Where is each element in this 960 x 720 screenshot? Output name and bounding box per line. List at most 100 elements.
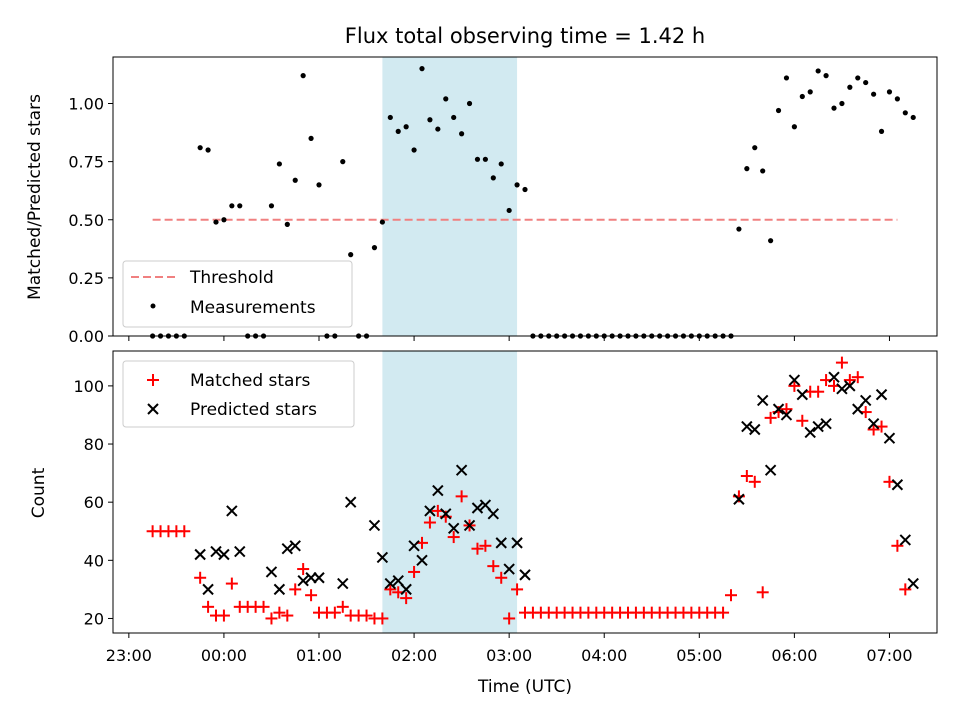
matched-star-marker xyxy=(194,571,207,584)
matched-star-marker xyxy=(503,612,516,625)
bottom-y-ticks: 20 40 60 80 100 xyxy=(73,377,113,628)
bottom-y-tick-label: 40 xyxy=(84,551,104,570)
top-y-tick-label: 1.00 xyxy=(68,95,104,114)
predicted-star-marker xyxy=(218,548,230,561)
predicted-star-marker xyxy=(836,383,848,395)
measurement-point xyxy=(752,145,758,151)
measurement-point xyxy=(799,93,805,100)
predicted-star-marker xyxy=(463,519,476,532)
measurement-point xyxy=(910,114,916,121)
bottom-shaded-region xyxy=(382,351,518,633)
matched-star-marker xyxy=(400,592,413,605)
matched-star-marker xyxy=(328,606,341,619)
legend-matched-swatch xyxy=(147,374,159,386)
measurement-point xyxy=(395,128,401,134)
x-tick-label: 03:00 xyxy=(486,646,532,665)
matched-star-marker xyxy=(384,583,397,596)
top-y-tick-label: 0.00 xyxy=(68,327,104,346)
matched-star-marker xyxy=(257,600,270,613)
measurement-point xyxy=(229,203,235,209)
measurement-point xyxy=(878,128,885,134)
predicted-star-marker xyxy=(764,464,777,476)
measurement-point xyxy=(894,96,900,102)
predicted-star-marker xyxy=(511,537,523,549)
matched-star-marker xyxy=(780,403,793,416)
measurement-point xyxy=(863,79,869,86)
predicted-star-marker xyxy=(891,479,904,491)
measurement-point xyxy=(744,166,750,172)
matched-star-marker xyxy=(408,565,421,578)
measurement-point xyxy=(506,207,512,214)
predicted-star-marker xyxy=(447,522,460,535)
top-y-ticks: 0.00 0.25 0.50 0.75 1.00 xyxy=(68,95,113,346)
measurement-point xyxy=(276,161,282,167)
predicted-star-marker xyxy=(471,502,484,514)
x-tick-label: 07:00 xyxy=(866,646,912,665)
predicted-star-marker xyxy=(899,534,912,546)
measurement-point xyxy=(514,182,520,188)
bottom-y-tick-label: 20 xyxy=(84,609,104,628)
predicted-star-marker xyxy=(772,403,785,415)
measurement-point xyxy=(498,161,504,167)
matched-star-marker xyxy=(305,589,318,602)
matched-star-marker xyxy=(376,612,389,625)
measurement-point xyxy=(300,73,306,79)
predicted-star-marker xyxy=(907,577,919,590)
x-tick-label: 00:00 xyxy=(201,646,247,665)
bottom-axes-frame xyxy=(112,350,938,634)
bottom-plot-area xyxy=(146,356,919,625)
top-y-tick-label: 0.75 xyxy=(68,153,104,172)
matched-star-marker xyxy=(487,560,500,573)
legend-measurements-label: Measurements xyxy=(190,298,316,318)
measurement-point xyxy=(197,145,203,151)
predicted-star-marker xyxy=(859,394,872,407)
matched-star-marker xyxy=(297,563,310,576)
predicted-star-marker xyxy=(487,508,500,520)
matched-star-marker xyxy=(756,586,769,599)
matched-star-marker xyxy=(891,539,904,552)
predicted-star-marker xyxy=(844,380,856,392)
predicted-star-marker xyxy=(519,569,531,581)
legend-matched-label: Matched stars xyxy=(190,371,310,391)
matched-star-marker xyxy=(788,379,801,392)
predicted-star-marker xyxy=(226,505,238,517)
matched-star-marker xyxy=(740,470,753,483)
matched-star-marker xyxy=(479,539,492,552)
predicted-star-marker xyxy=(337,577,349,590)
predicted-star-marker xyxy=(297,574,309,587)
bottom-x-ticks: 23:00 00:00 01:00 02:00 03:00 04:00 05:00 06:00… xyxy=(106,633,913,665)
x-tick-label: 04:00 xyxy=(581,646,627,665)
measurement-point xyxy=(379,219,385,225)
legend-measurements-swatch xyxy=(150,303,156,309)
matched-star-marker xyxy=(265,612,278,625)
predicted-star-marker xyxy=(495,537,507,549)
predicted-star-marker xyxy=(828,371,840,383)
predicted-star-marker xyxy=(273,583,286,596)
chart-title: Flux total observing time = 1.42 h xyxy=(345,24,705,48)
measurement-point xyxy=(371,245,378,251)
measurement-point xyxy=(403,124,409,130)
bottom-y-tick-label: 60 xyxy=(84,493,104,512)
measurement-point xyxy=(736,226,742,232)
matched-star-marker xyxy=(471,542,484,555)
predicted-star-marker xyxy=(503,563,515,575)
measurement-point xyxy=(768,238,774,244)
measurement-point xyxy=(419,66,425,72)
top-legend[interactable]: Threshold Measurements xyxy=(122,260,353,328)
measurement-point xyxy=(474,156,481,162)
predicted-star-marker xyxy=(796,388,809,401)
predicted-star-marker xyxy=(368,519,381,532)
matched-star-marker xyxy=(835,356,848,369)
measurement-point xyxy=(213,219,219,225)
bottom-legend[interactable]: Matched stars Predicted stars xyxy=(122,360,355,428)
x-tick-label: 01:00 xyxy=(296,646,342,665)
predicted-star-marker xyxy=(344,496,357,508)
bottom-y-axis-label: Count xyxy=(29,467,49,518)
measurement-point xyxy=(316,182,322,188)
predicted-star-marker xyxy=(867,417,880,430)
predicted-star-marker xyxy=(455,464,468,476)
measurement-point xyxy=(205,147,211,153)
measurement-point xyxy=(783,75,790,81)
matched-star-marker xyxy=(867,423,880,436)
